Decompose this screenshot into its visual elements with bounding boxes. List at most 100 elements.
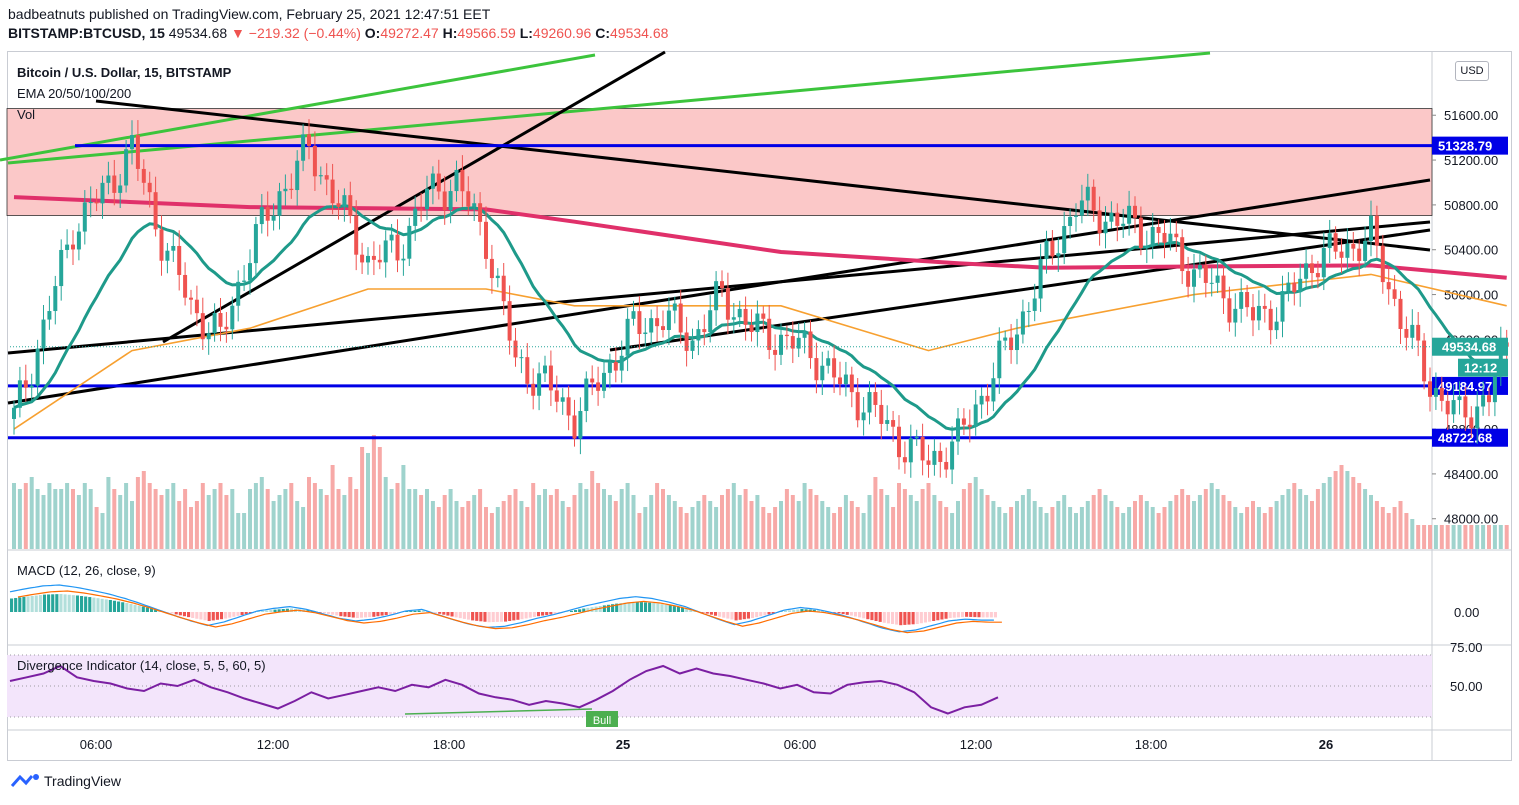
volume-bar [1144,501,1149,549]
candle [248,263,252,281]
candle [554,390,559,402]
volume-bar [29,477,34,549]
tradingview-brand[interactable]: TradingView [10,773,121,789]
volume-bar [607,495,612,549]
volume-bar [1068,507,1073,549]
macd-bar [405,611,409,612]
candle [1174,233,1179,238]
macd-bar [438,612,442,614]
candle [655,318,660,327]
macd-bar [364,612,368,618]
volume-bar [867,495,872,549]
macd-bar [479,612,483,622]
macd-bar [631,602,635,612]
currency-button[interactable]: USD [1455,61,1489,81]
macd-bar [351,612,355,618]
volume-bar [1363,489,1368,549]
volume-legend[interactable]: Vol [17,107,36,122]
candle [495,275,500,279]
volume-bar [1286,489,1291,549]
candle [389,234,394,241]
volume-bar [749,501,754,549]
candle [590,378,595,383]
open-value: 49272.47 [380,25,439,41]
volume-bar [147,483,152,549]
macd-bar [446,612,450,616]
macd-bar [392,612,396,614]
macd-bar [42,594,47,612]
volume-bar [430,501,435,549]
candle [1003,337,1008,341]
volume-bar [820,501,825,549]
candle [271,215,276,221]
trendline-black-rising-3 [609,228,1431,352]
candle [637,311,642,335]
volume-bar [784,489,789,549]
macd-bar [471,612,475,621]
volume-bar [1197,495,1202,549]
volume-bar [572,495,577,549]
candle [1121,223,1126,226]
candle [100,182,105,204]
price-change: ▼ −219.32 (−0.44%) [231,25,361,41]
volume-bar [1369,495,1373,549]
candle [596,382,601,391]
candle [318,175,323,177]
candle [731,317,736,320]
volume-bar [1374,501,1379,549]
macd-bar [376,612,380,617]
macd-bar [137,605,141,612]
candle [1133,205,1137,218]
trendline-black-rising-2 [7,178,1431,405]
candle [1009,337,1014,351]
volume-bar [171,483,176,549]
volume-bar [383,477,388,549]
symbol-name[interactable]: BITSTAMP:BTCUSD, 15 [8,25,165,41]
volume-bar [206,495,211,549]
volume-bar [1227,501,1232,549]
macd-bar [944,612,948,619]
macd-bar [524,612,528,619]
volume-bar [395,483,400,549]
volume-series [12,435,1509,549]
candle [649,318,654,333]
divergence-legend[interactable]: Divergence Indicator (14, close, 5, 5, 6… [17,658,266,673]
volume-bar [525,507,530,549]
macd-bar [956,612,960,618]
macd-bar [598,606,602,612]
macd-legend[interactable]: MACD (12, 26, close, 9) [17,563,156,578]
volume-bar [961,489,966,549]
volume-bar [442,495,447,549]
macd-bar [145,607,149,612]
macd-bar [26,596,30,612]
macd-bar [269,610,273,612]
candle [124,149,129,186]
macd-bar [265,610,269,612]
volume-bar [838,507,842,549]
volume-bar [1386,513,1391,549]
volume-bar [118,495,123,549]
volume-bar [655,483,660,549]
candle [1186,271,1191,287]
macd-bar [219,612,224,620]
divergence-line [9,664,999,715]
candle [1428,381,1432,397]
candle [1292,282,1297,293]
macd-bar [569,610,573,612]
volume-bar [1079,507,1084,549]
candle [1268,308,1273,331]
macd-bar [862,612,866,619]
macd-bar [178,612,182,616]
ema-legend[interactable]: EMA 20/50/100/200 [17,86,132,101]
volume-bar [124,483,129,549]
candle [1262,305,1267,309]
candle [932,450,937,465]
candle [436,173,441,192]
candle [253,224,258,264]
candle [141,168,146,183]
macd-bar [681,607,685,612]
macd-bar [228,612,232,618]
ema20-line [13,204,1508,431]
candle [666,310,671,330]
